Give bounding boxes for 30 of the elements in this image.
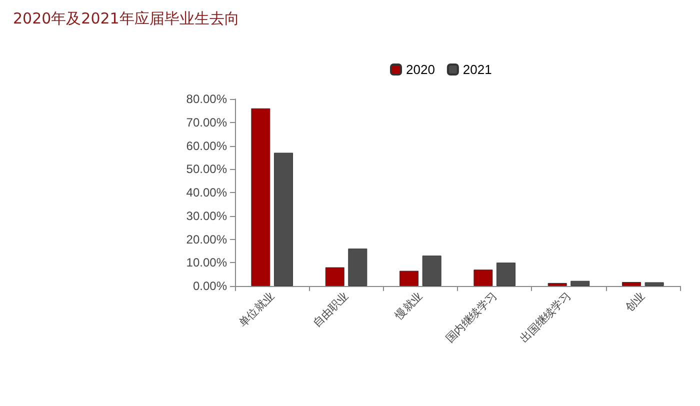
bar — [400, 270, 419, 286]
x-tick-label: 出国继续学习 — [517, 289, 574, 346]
y-tick-label: 10.00% — [186, 256, 228, 270]
bar — [325, 267, 344, 286]
bar — [274, 152, 293, 286]
bar — [548, 282, 567, 286]
legend-label: 2020 — [406, 62, 435, 77]
y-tick-label: 70.00% — [186, 115, 228, 130]
y-tick-label: 60.00% — [186, 138, 228, 153]
bar — [474, 270, 493, 286]
y-tick-label: 40.00% — [186, 186, 228, 200]
bar — [422, 256, 442, 286]
bar — [348, 248, 368, 286]
bar — [644, 282, 664, 286]
y-tick-label: 30.00% — [186, 208, 228, 223]
bar — [570, 280, 590, 286]
x-tick-label: 单位就业 — [236, 289, 277, 330]
bar — [251, 108, 270, 286]
x-tick-label: 慢就业 — [392, 289, 426, 323]
chart-title: 2020年及2021年应届毕业生去向 — [13, 10, 240, 28]
y-tick-label: 0.00% — [192, 279, 228, 293]
x-tick-label: 创业 — [622, 289, 648, 314]
bar — [496, 262, 516, 286]
x-tick-label: 自由职业 — [310, 289, 351, 330]
legend-label: 2021 — [462, 62, 492, 77]
x-tick-label: 国内继续学习 — [443, 289, 500, 346]
y-tick-label: 80.00% — [186, 92, 228, 106]
y-tick-label: 50.00% — [186, 162, 228, 176]
bar — [622, 282, 642, 286]
y-tick-label: 20.00% — [186, 232, 228, 246]
